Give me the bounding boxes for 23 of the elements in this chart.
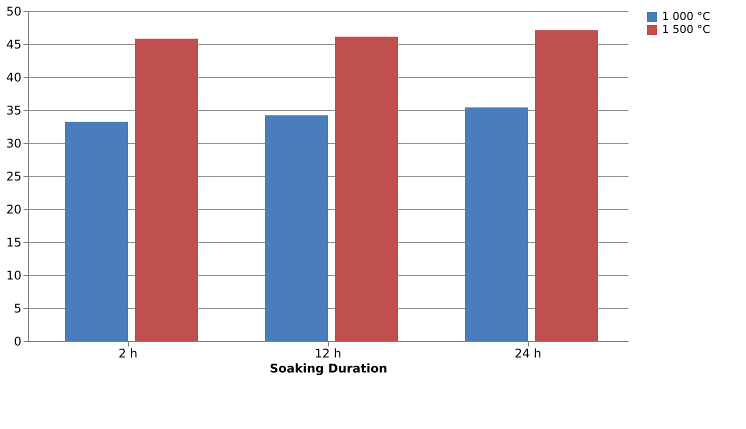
y-tick-label: 30 [6, 136, 22, 150]
y-tick-label: 20 [6, 202, 22, 216]
x-tick-label: 24 h [514, 346, 542, 360]
bar [65, 122, 128, 341]
y-tick-label: 15 [6, 236, 22, 250]
legend-label: 1 000 °C [662, 10, 710, 23]
y-tick-label: 0 [14, 334, 22, 348]
y-tick-label: 35 [6, 104, 22, 118]
legend-label: 1 500 °C [662, 23, 710, 36]
y-tick-label: 45 [6, 38, 22, 52]
bar [135, 38, 198, 341]
y-tick-label: 50 [6, 4, 22, 18]
y-tick-label: 10 [6, 268, 22, 282]
y-tick-label: 40 [6, 70, 22, 84]
bar [465, 107, 528, 341]
bar [265, 115, 328, 341]
y-tick-label: 25 [6, 170, 22, 184]
x-tick-label: 2 h [118, 346, 138, 360]
bar [535, 30, 598, 341]
bar [335, 36, 398, 341]
y-tick-label: 5 [14, 302, 22, 316]
x-axis-title: Soaking Duration [270, 362, 388, 376]
x-tick-label: 12 h [314, 346, 342, 360]
